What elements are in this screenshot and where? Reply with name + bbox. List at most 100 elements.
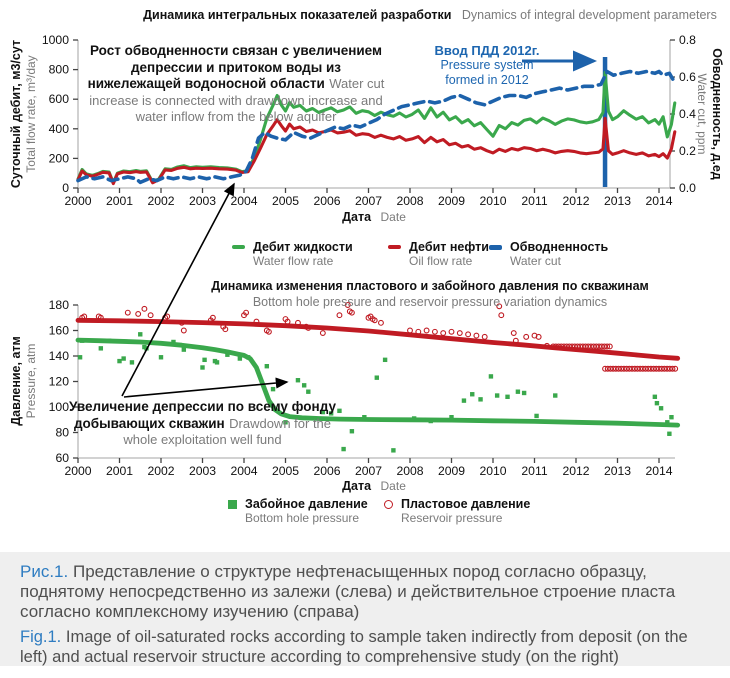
bottom-x-tick-label: 2011 [521,464,547,478]
bottom-x-axis-label: Дата Date [78,477,670,495]
liquid-rate-legend-ru: Дебит жидкости [253,240,353,254]
bottom-y-tick-label: 120 [49,375,70,389]
top-right-axis-label-ru: Обводненность, д.ед [710,48,724,180]
caption-text-ru: Представление о структуре нефтенасыщенны… [20,562,676,621]
annotation-arrows [121,50,597,398]
top-y-left-tick-label: 1000 [42,33,69,47]
legend-water-cut: Обводненность Water cut [489,240,608,268]
annotation-pressure-system-en: Pressure system formed in 2012 [440,58,534,87]
bottom-x-tick-label: 2000 [64,464,91,478]
top-x-axis-label-ru: Дата [342,210,372,224]
annotation-water-cut-ru: Рост обводненности связан с увеличением … [87,43,382,91]
top-left-axis-label: Суточный дебит, м3/сут Total flow rate, … [9,29,41,199]
annotation-water-cut-en: Water cut increase is connected with dra… [89,76,385,124]
annotation-pressure-system-ru: Ввод ПДД 2012г. [434,43,540,58]
bottom-left-axis-label: Давление, атм Pressure, atm [9,301,41,461]
top-left-axis-label-ru: Суточный дебит, м3/сут [9,39,23,189]
figure-caption: Рис.1. Представление о структуре нефтена… [0,552,730,666]
bottom-y-tick-label: 100 [49,400,70,414]
top-y-right-tick-label: 0.6 [679,70,696,84]
liquid-rate-legend-label: Дебит жидкости Water flow rate [253,240,353,268]
bottom-chart-title-ru: Динамика изменения пластового и забойног… [211,279,649,293]
annotation-pressure-system: Ввод ПДД 2012г. Pressure system formed i… [424,43,550,88]
bottom-hole-pressure-legend-label: Забойное давление Bottom hole pressure [245,497,368,525]
bottom-trend-0 [75,337,681,428]
bottom-hole-pressure-legend-ru: Забойное давление [245,497,368,511]
top-y-right-tick-label: 0.8 [679,33,696,47]
caption-russian: Рис.1. Представление о структуре нефтена… [20,562,710,622]
top-chart-title-ru: Динамика интегральных показателей разраб… [143,8,452,22]
top-x-tick-label: 2001 [106,194,133,208]
bottom-x-tick-label: 2013 [604,464,631,478]
bottom-y-tick-label: 160 [49,324,70,338]
bottom-x-tick-label: 2008 [396,464,423,478]
bottom-left-axis-label-ru: Давление, атм [9,336,23,426]
top-x-tick-label: 2005 [272,194,299,208]
top-x-tick-label: 2014 [645,194,672,208]
bottom-y-tick-label: 180 [49,298,70,312]
top-x-tick-label: 2000 [64,194,91,208]
top-y-left-tick-label: 400 [49,122,70,136]
bottom-x-tick-label: 2010 [479,464,506,478]
legend-oil-rate: Дебит нефти Oil flow rate [388,240,489,268]
top-x-tick-label: 2007 [355,194,382,208]
bottom-x-tick-label: 2005 [272,464,299,478]
top-right-axis-label-en: Water cut, ppm [695,73,709,155]
water-cut-legend-marker [489,245,502,250]
top-x-tick-label: 2003 [189,194,216,208]
top-x-axis-label: Дата Date [78,208,670,226]
bottom-x-tick-label: 2012 [562,464,589,478]
top-x-tick-label: 2002 [147,194,174,208]
legend-reservoir-pressure: Пластовое давление Reservoir pressure [384,497,530,525]
legend-bottom-hole-pressure: Забойное давление Bottom hole pressure [228,497,368,525]
figure-area: 2000 2001 2002 2003 2004 2005 2006 2007 2008 2009… [9,6,730,525]
bottom-trend-1 [75,317,681,361]
reservoir-pressure-legend-marker [384,500,393,509]
reservoir-pressure-points [79,302,679,372]
oil-rate-legend-en: Oil flow rate [409,254,473,268]
bottom-x-tick-label: 2004 [230,464,257,478]
arrow-drawdown-to-top-chart [121,182,235,397]
annotation-drawdown-en: Drawdown for the whole exploitation well… [123,415,332,448]
liquid-rate-legend-marker [232,245,245,249]
arrow-drawdown-to-curve [123,377,289,398]
oil-rate-legend-ru: Дебит нефти [409,240,489,254]
liquid-rate-legend-en: Water flow rate [253,254,334,268]
legend-liquid-rate: Дебит жидкости Water flow rate [232,240,353,268]
bottom-x-tick-label: 2002 [147,464,174,478]
charts-canvas: 2000 2001 2002 2003 2004 2005 2006 2007 2008 2009… [42,33,696,478]
annotation-water-cut: Рост обводненности связан с увеличением … [86,43,386,126]
bottom-chart-title-en: Bottom hole pressure and reservoir press… [252,295,608,309]
top-series-1-line [76,116,677,186]
top-x-axis-label-en: Date [380,210,406,224]
bottom-x-tick-label: 2007 [355,464,382,478]
top-chart-title: Динамика интегральных показателей разраб… [130,6,730,24]
oil-rate-legend-label: Дебит нефти Oil flow rate [409,240,489,268]
reservoir-pressure-legend-en: Reservoir pressure [401,511,503,525]
reservoir-pressure-legend-label: Пластовое давление Reservoir pressure [401,497,530,525]
caption-label-en: Fig.1. [20,628,62,646]
top-chart-title-en: Dynamics of integral development paramet… [461,8,717,22]
top-x-tick-label: 2006 [313,194,340,208]
bottom-x-tick-label: 2001 [106,464,133,478]
oil-rate-legend-marker [388,245,401,249]
bottom-x-axis-label-ru: Дата [342,479,372,493]
bottom-hole-pressure-legend-marker [228,500,237,509]
bottom-chart-title: Динамика изменения пластового и забойног… [130,278,730,310]
caption-text-en: Image of oil-saturated rocks according t… [20,628,688,666]
bottom-hole-pressure-legend-en: Bottom hole pressure [245,511,360,525]
reservoir-pressure-legend-ru: Пластовое давление [401,497,531,511]
top-x-tick-label: 2012 [562,194,589,208]
top-series-2-line [76,69,677,185]
water-cut-legend-ru: Обводненность [510,240,609,254]
bottom-x-tick-label: 2003 [189,464,216,478]
bottom-x-axis-label-en: Date [380,479,406,493]
top-y-left-tick-label: 800 [49,63,70,77]
bottom-x-tick-label: 2009 [438,464,465,478]
top-x-tick-label: 2013 [604,194,631,208]
top-y-right-tick-label: 0.0 [679,181,696,195]
top-x-tick-label: 2011 [521,194,547,208]
bottom-y-tick-label: 140 [49,349,70,363]
top-left-axis-label-en: Total flow rate, m³/day [24,55,38,173]
